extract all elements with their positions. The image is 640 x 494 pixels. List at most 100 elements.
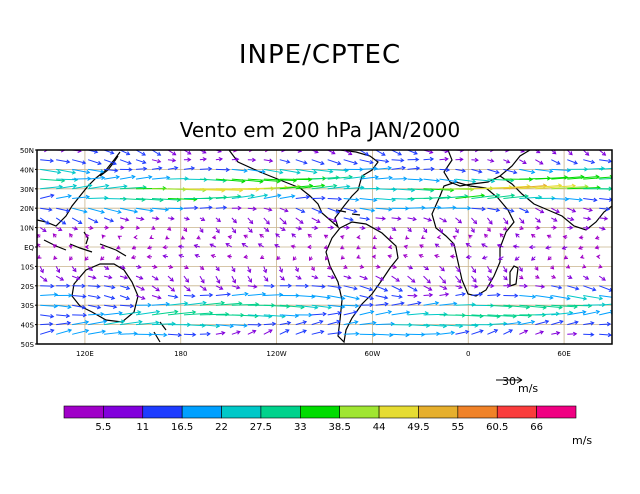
wind-vector-head xyxy=(265,227,270,232)
wind-vector-head xyxy=(419,244,424,249)
wind-vector-head xyxy=(102,319,108,324)
wind-vector-shaft xyxy=(327,331,342,335)
wind-vector-head xyxy=(286,320,292,326)
wind-vector xyxy=(215,167,231,172)
wind-vector-shaft xyxy=(375,159,389,163)
wind-vector-head xyxy=(392,264,398,270)
wind-vector-head xyxy=(519,225,524,231)
wind-vector xyxy=(455,178,477,184)
wind-vector xyxy=(503,293,519,298)
wind-vector-head xyxy=(557,285,563,290)
wind-vector xyxy=(546,234,552,239)
wind-vector xyxy=(162,244,169,250)
wind-vector-head xyxy=(285,329,290,334)
wind-vector xyxy=(535,319,550,326)
wind-vector-head xyxy=(157,295,162,300)
wind-vector-head xyxy=(493,329,499,334)
colorbar-label: 5.5 xyxy=(95,422,111,433)
wind-vector xyxy=(519,329,529,335)
wind-vector xyxy=(199,275,205,284)
wind-vector xyxy=(551,207,560,214)
wind-vector-head xyxy=(139,275,144,280)
wind-vector-head xyxy=(216,218,221,223)
wind-vector-head xyxy=(227,234,232,240)
wind-vector-head xyxy=(229,323,235,329)
wind-vector xyxy=(327,330,343,336)
wind-vector-head xyxy=(302,329,307,334)
wind-vector xyxy=(84,244,89,250)
wind-vector-shaft xyxy=(87,159,102,165)
wind-vector xyxy=(311,175,340,180)
wind-vector-shaft xyxy=(215,195,241,199)
wind-vector-head xyxy=(86,169,91,175)
wind-vector-shaft xyxy=(56,168,76,174)
wind-vector-shaft xyxy=(599,217,608,220)
wind-vector-shaft xyxy=(455,330,469,335)
wind-vector-shaft xyxy=(167,178,188,180)
wind-vector xyxy=(359,320,377,326)
wind-vector-head xyxy=(225,243,230,247)
wind-vector-shaft xyxy=(343,321,358,326)
wind-vector-shaft xyxy=(423,196,451,199)
wind-vector xyxy=(259,255,265,260)
wind-vector-shaft xyxy=(119,159,132,165)
wind-vector xyxy=(56,159,71,164)
wind-vector-head xyxy=(77,150,82,154)
wind-vector xyxy=(405,235,410,240)
wind-vector-shaft xyxy=(247,330,256,335)
wind-vector xyxy=(551,217,558,222)
wind-vector xyxy=(71,226,79,231)
wind-vector-head xyxy=(96,304,102,310)
wind-vector-head xyxy=(187,150,192,155)
wind-vector xyxy=(465,254,472,260)
wind-vector-head xyxy=(170,287,176,292)
wind-vector xyxy=(375,309,393,316)
wind-vector xyxy=(375,159,390,164)
wind-vector-shaft xyxy=(502,266,508,273)
wind-vector-head xyxy=(284,208,289,213)
wind-vector-shaft xyxy=(40,178,65,182)
wind-vector-shaft xyxy=(72,159,86,164)
wind-vector-head xyxy=(130,255,136,260)
wind-vector-shaft xyxy=(56,195,72,199)
wind-vector xyxy=(56,304,72,310)
wind-vector-head xyxy=(96,294,101,300)
wind-vector xyxy=(151,285,160,292)
wind-vector xyxy=(120,167,133,172)
wind-vector-head xyxy=(280,276,285,281)
wind-vector xyxy=(594,245,600,250)
wind-vector xyxy=(578,245,584,250)
wind-vector-head xyxy=(100,244,105,250)
wind-vector-head xyxy=(372,235,378,240)
wind-vector-shaft xyxy=(503,195,529,199)
wind-vector-shaft xyxy=(167,217,174,220)
wind-vector-head xyxy=(333,183,338,189)
wind-vector-shaft xyxy=(71,275,80,280)
colorbar-label: 11 xyxy=(136,422,149,433)
wind-vector xyxy=(599,167,612,170)
wind-vector-shaft xyxy=(343,285,357,290)
wind-vector xyxy=(199,265,205,270)
wind-vector xyxy=(72,320,90,326)
wind-vector-head xyxy=(354,303,360,309)
wind-vector-shaft xyxy=(215,293,231,296)
wind-vector xyxy=(247,291,267,297)
wind-vector-head xyxy=(53,292,59,297)
wind-vector-shaft xyxy=(519,330,528,335)
wind-vector-head xyxy=(363,275,369,281)
wind-vector-head xyxy=(347,275,352,280)
wind-vector-shaft xyxy=(343,295,360,300)
wind-vector-head xyxy=(232,279,237,284)
wind-vector-head xyxy=(563,255,569,260)
wind-vector xyxy=(503,159,511,164)
wind-vector-head xyxy=(429,150,434,155)
wind-vector-head xyxy=(105,265,110,270)
wind-vector-shaft xyxy=(104,331,122,335)
wind-vector-shaft xyxy=(582,150,590,156)
wind-vector-head xyxy=(320,160,325,166)
wind-vector-shaft xyxy=(199,294,213,296)
wind-vector xyxy=(407,177,424,182)
wind-vector-head xyxy=(162,254,167,259)
wind-vector-head xyxy=(131,174,136,180)
wind-vector xyxy=(550,265,555,270)
